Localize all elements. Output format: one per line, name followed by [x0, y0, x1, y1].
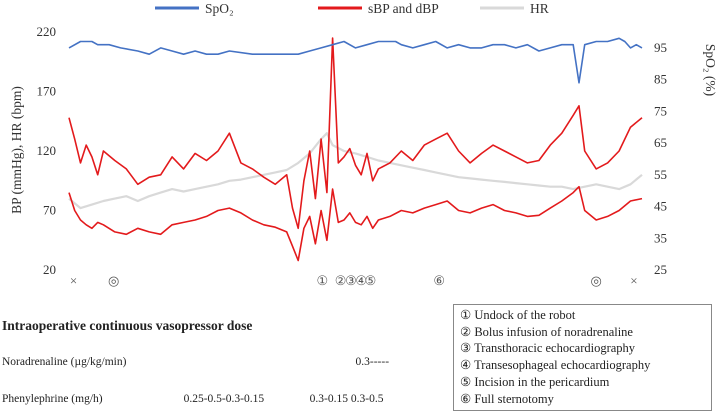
event-item: ③ Transthoracic echocardiography	[460, 341, 636, 356]
event-marker: ①	[316, 273, 328, 288]
left-tick-label: 20	[43, 262, 56, 277]
dose-section-title: Intraoperative continuous vasopressor do…	[2, 318, 253, 333]
right-tick-label: 55	[654, 167, 667, 182]
right-axis-title: SpO₂ (%)	[703, 44, 718, 96]
legend-label: sBP and dBP	[368, 1, 439, 16]
event-marker: ◎	[108, 273, 119, 288]
series-layer	[68, 37, 643, 262]
drug-name: Noradrenaline (µg/kg/min)	[2, 356, 127, 368]
dose-value: 0.25-0.5-0.3-0.15	[183, 393, 265, 405]
legend-label: SpO₂	[205, 1, 234, 16]
event-marker: ◎	[590, 273, 601, 288]
event-item: ① Undock of the robot	[460, 308, 576, 322]
legend-label: HR	[530, 1, 549, 16]
right-axis-ticks: 95 85 75 65 55 45 35 25	[654, 40, 667, 277]
left-tick-label: 120	[37, 143, 57, 158]
series-line-spo	[68, 37, 643, 84]
event-item: ⑥ Full sternotomy	[460, 391, 554, 406]
right-tick-label: 25	[654, 262, 667, 277]
event-marker: ⑥	[433, 273, 445, 288]
series-line-hr	[68, 132, 643, 210]
right-tick-label: 95	[654, 40, 667, 55]
drug-name: Phenylephrine (mg/h)	[2, 393, 103, 405]
left-tick-label: 170	[37, 84, 57, 99]
event-item: ⑤ Incision in the pericardium	[460, 374, 610, 389]
event-item: ④ Transesophageal echocardiography	[460, 358, 651, 373]
right-tick-label: 65	[654, 135, 667, 150]
left-axis-title: BP (mmHg), HR (bpm)	[9, 86, 24, 214]
event-legend-box: ① Undock of the robot ② Bolus infusion of…	[453, 304, 712, 411]
event-marker: ×	[70, 273, 77, 288]
dose-value: 0.3-----	[355, 356, 390, 368]
series-line-dbp	[68, 185, 643, 262]
event-marker: ②	[335, 273, 347, 288]
right-tick-label: 85	[654, 72, 667, 87]
event-marker: ⑤	[365, 273, 377, 288]
series-line-sbp	[68, 37, 643, 230]
left-tick-label: 220	[37, 24, 57, 39]
left-tick-label: 70	[43, 203, 56, 218]
event-marker: ×	[630, 273, 637, 288]
event-marker: ④	[355, 273, 367, 288]
dose-value: 0.3-0.15 0.3-0.5	[309, 393, 384, 405]
right-tick-label: 45	[654, 199, 667, 214]
left-axis-ticks: 220 170 120 70 20	[37, 24, 57, 277]
event-item: ② Bolus infusion of noradrenaline	[460, 324, 633, 339]
event-marker: ③	[345, 273, 357, 288]
chart-legend: SpO₂ sBP and dBP HR	[155, 1, 549, 16]
right-tick-label: 75	[654, 103, 667, 118]
right-tick-label: 35	[654, 230, 667, 245]
